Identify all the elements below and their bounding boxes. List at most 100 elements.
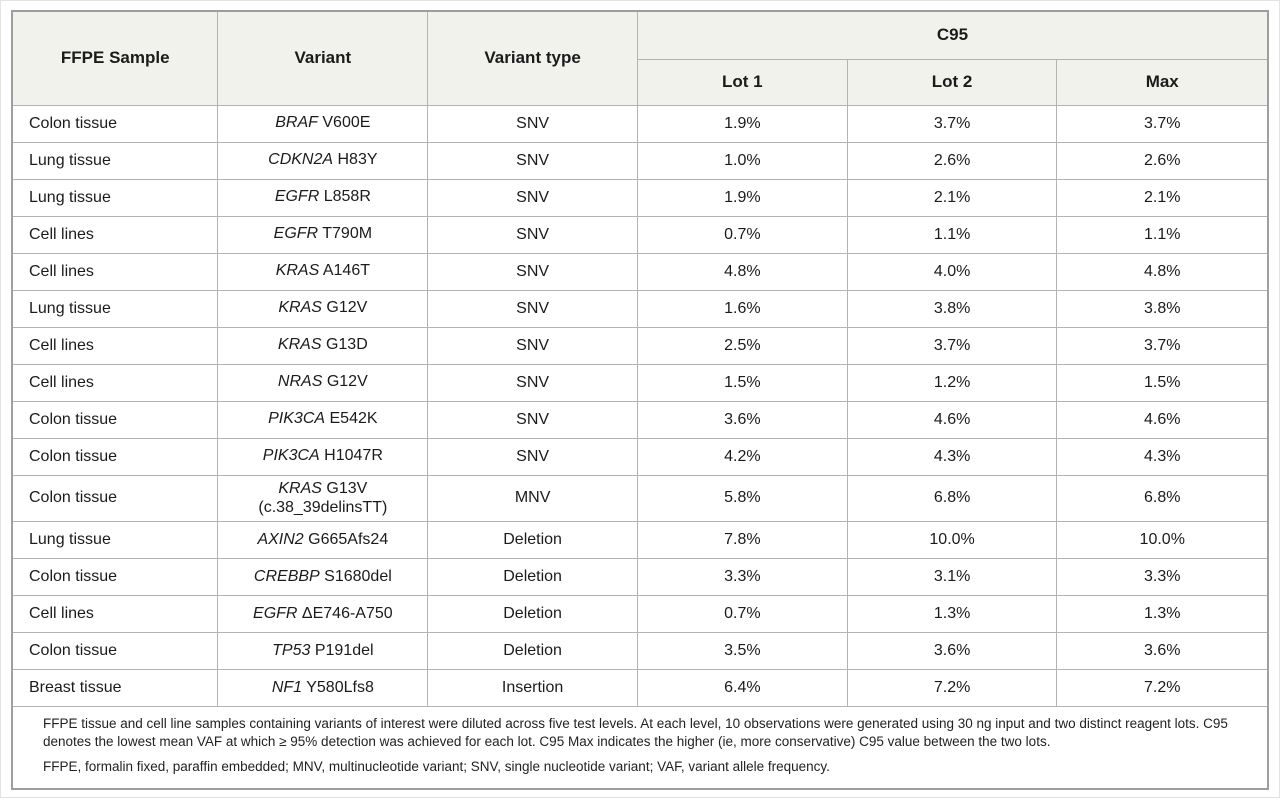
variant-cell: BRAF V600E [217, 104, 429, 143]
variant-cell: EGFR L858R [217, 178, 429, 217]
table-row: Cell lines EGFR T790M SNV 0.7% 1.1% 1.1% [11, 215, 1269, 254]
table-row: Cell lines NRAS G12V SNV 1.5% 1.2% 1.5% [11, 363, 1269, 402]
protein-change: G12V [326, 299, 368, 317]
table-footer: FFPE tissue and cell line samples contai… [11, 706, 1269, 790]
ffpe-sample-cell: Cell lines [11, 215, 219, 254]
ffpe-sample-cell: Colon tissue [11, 474, 219, 523]
table-body: Colon tissue BRAF V600E SNV 1.9% 3.7% 3.… [11, 104, 1269, 708]
c95-lot2-cell: 4.3% [846, 437, 1058, 476]
c95-lot2-cell: 3.1% [846, 558, 1058, 597]
gene-name: KRAS [278, 299, 322, 317]
gene-name: KRAS [278, 479, 322, 497]
protein-change: ΔE746-A750 [301, 604, 393, 622]
ffpe-sample-cell: Breast tissue [11, 669, 219, 708]
gene-name: EGFR [253, 604, 298, 622]
gene-name: PIK3CA [262, 447, 320, 465]
c95-max-cell: 2.6% [1056, 141, 1269, 180]
c95-lot1-cell: 0.7% [636, 595, 848, 634]
gene-name: KRAS [275, 262, 320, 280]
variant-type-cell: SNV [427, 141, 638, 180]
gene-name: EGFR [273, 225, 319, 243]
ffpe-sample-cell: Colon tissue [11, 632, 219, 671]
c95-lot1-cell: 3.6% [636, 400, 848, 439]
ffpe-sample-cell: Lung tissue [11, 178, 219, 217]
table-row: Colon tissue KRAS G13V (c.38_39delinsTT) … [11, 474, 1269, 523]
variant-type-cell: Deletion [427, 632, 638, 671]
ffpe-sample-cell: Colon tissue [11, 558, 219, 597]
ffpe-sample-cell: Colon tissue [11, 104, 219, 143]
gene-name: TP53 [272, 641, 311, 659]
gene-name: PIK3CA [268, 410, 326, 428]
ffpe-sample-cell: Cell lines [11, 326, 219, 365]
c95-max-cell: 4.6% [1056, 400, 1269, 439]
protein-change: H83Y [337, 151, 378, 169]
protein-change: H1047R [324, 447, 383, 465]
c95-lot1-cell: 4.8% [636, 252, 848, 291]
c95-lot1-cell: 0.7% [636, 215, 848, 254]
ffpe-sample-cell: Lung tissue [11, 289, 219, 328]
table-row: Lung tissue CDKN2A H83Y SNV 1.0% 2.6% 2.… [11, 141, 1269, 180]
c95-lot1-cell: 2.5% [636, 326, 848, 365]
table-row: Colon tissue BRAF V600E SNV 1.9% 3.7% 3.… [11, 104, 1269, 143]
variant-type-cell: SNV [427, 363, 638, 402]
variant-type-cell: Deletion [427, 558, 638, 597]
variant-type-cell: SNV [427, 215, 638, 254]
table-row: Lung tissue AXIN2 G665Afs24 Deletion 7.8… [11, 521, 1269, 560]
c95-lot2-cell: 6.8% [846, 474, 1058, 523]
gene-name: BRAF [275, 114, 318, 132]
ffpe-sample-cell: Cell lines [11, 595, 219, 634]
gene-name: NRAS [277, 373, 323, 391]
c95-lot2-cell: 3.7% [846, 326, 1058, 365]
variant-cell: KRAS A146T [217, 252, 429, 291]
c95-lot1-cell: 7.8% [636, 521, 848, 560]
c95-lot2-cell: 1.1% [846, 215, 1058, 254]
variant-type-cell: SNV [427, 326, 638, 365]
c95-lot1-cell: 6.4% [636, 669, 848, 708]
table-row: Colon tissue CREBBP S1680del Deletion 3.… [11, 558, 1269, 597]
c95-lot2-cell: 10.0% [846, 521, 1058, 560]
gene-name: AXIN2 [257, 530, 304, 548]
protein-change: A146T [322, 262, 370, 280]
c95-max-cell: 7.2% [1056, 669, 1269, 708]
table-row: Colon tissue PIK3CA H1047R SNV 4.2% 4.3%… [11, 437, 1269, 476]
gene-name: EGFR [274, 188, 320, 206]
c95-lot2-cell: 2.6% [846, 141, 1058, 180]
column-header-lot1: Lot 1 [636, 58, 848, 106]
table-row: Lung tissue EGFR L858R SNV 1.9% 2.1% 2.1… [11, 178, 1269, 217]
c95-lot2-cell: 1.3% [846, 595, 1058, 634]
variant-type-cell: SNV [427, 178, 638, 217]
table-row: Lung tissue KRAS G12V SNV 1.6% 3.8% 3.8% [11, 289, 1269, 328]
c95-lot2-cell: 1.2% [846, 363, 1058, 402]
c95-max-cell: 6.8% [1056, 474, 1269, 523]
c95-max-cell: 2.1% [1056, 178, 1269, 217]
variant-cell: PIK3CA H1047R [217, 437, 429, 476]
variant-cell: AXIN2 G665Afs24 [217, 521, 429, 560]
ffpe-sample-cell: Colon tissue [11, 437, 219, 476]
footnote-cell: FFPE tissue and cell line samples contai… [11, 706, 1269, 790]
column-header-lot2: Lot 2 [846, 58, 1058, 106]
variant-cell: KRAS G13V (c.38_39delinsTT) [217, 474, 429, 523]
protein-change: E542K [329, 410, 378, 428]
variant-cell: EGFR T790M [217, 215, 429, 254]
protein-change: T790M [322, 225, 373, 243]
variant-cell: NF1 Y580Lfs8 [217, 669, 429, 708]
c95-max-cell: 3.7% [1056, 326, 1269, 365]
c95-lot1-cell: 1.6% [636, 289, 848, 328]
variant-type-cell: SNV [427, 252, 638, 291]
gene-name: NF1 [271, 678, 303, 696]
c95-lot2-cell: 3.6% [846, 632, 1058, 671]
table-row: Colon tissue PIK3CA E542K SNV 3.6% 4.6% … [11, 400, 1269, 439]
gene-name: CDKN2A [268, 151, 334, 169]
protein-change: V600E [322, 114, 371, 132]
c95-max-cell: 3.7% [1056, 104, 1269, 143]
c95-max-cell: 3.8% [1056, 289, 1269, 328]
column-header-variant-type: Variant type [427, 10, 638, 106]
variant-type-cell: SNV [427, 400, 638, 439]
c95-lot1-cell: 4.2% [636, 437, 848, 476]
c95-lot1-cell: 3.5% [636, 632, 848, 671]
c95-lot2-cell: 3.7% [846, 104, 1058, 143]
table-row: Cell lines KRAS A146T SNV 4.8% 4.0% 4.8% [11, 252, 1269, 291]
c95-lot1-cell: 1.9% [636, 104, 848, 143]
c95-lot1-cell: 1.9% [636, 178, 848, 217]
